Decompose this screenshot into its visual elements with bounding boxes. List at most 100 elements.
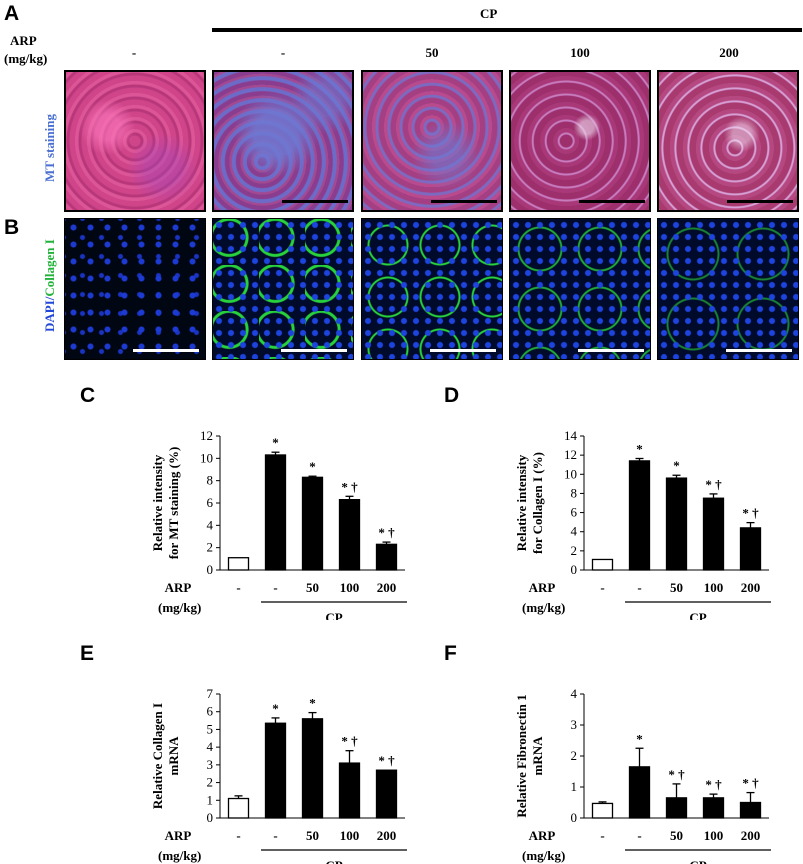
bar [227, 797, 250, 819]
x-tick-label: 50 [306, 828, 319, 843]
panel-letter-f: F [444, 642, 457, 665]
x-tick-label: - [637, 828, 641, 843]
y-tick-label: 1 [207, 792, 214, 807]
chart-c: 0 2 4 6 8 10 12 Relative intensity for MT staini… [150, 428, 407, 620]
bar [702, 797, 725, 819]
y-axis-label: Relative intensity [514, 454, 529, 551]
x-tick-label: - [236, 580, 240, 595]
significance-mark: * † [705, 477, 722, 492]
unit-label: (mg/kg) [522, 848, 565, 863]
panel-letter-e: E [80, 642, 95, 665]
mt-image-cp-arp200 [657, 70, 799, 212]
significance-mark: * [272, 435, 279, 450]
significance-mark: * [272, 701, 279, 716]
chart-f: 0 1 2 3 4 Relative Fibronectin 1 mRNA - * - * † 50 *… [514, 686, 771, 864]
mt-image-cp-arp50 [361, 70, 503, 212]
mt-image-cp [212, 70, 354, 212]
x-tick-label: 200 [741, 828, 761, 843]
y-tick-label: 2 [571, 543, 578, 558]
mt-staining-row-label: MT staining [42, 113, 57, 182]
bar [227, 557, 250, 571]
y-tick-label: 1 [571, 779, 578, 794]
collagen-image-cp-arp200 [657, 218, 799, 360]
y-tick-label: 0 [207, 562, 214, 577]
dose-header-1: - [280, 45, 286, 60]
unit-label-top: (mg/kg) [4, 51, 48, 66]
arp-label: ARP [529, 580, 556, 595]
collagen-label: Collagen I [42, 239, 57, 297]
arp-label: ARP [165, 828, 192, 843]
y-tick-label: 12 [564, 447, 577, 462]
cp-group-label: CP [325, 858, 342, 864]
bar [264, 454, 287, 571]
significance-mark: * † [742, 776, 759, 791]
y-tick-label: 4 [207, 517, 214, 532]
y-tick-label: 3 [207, 757, 214, 772]
bar [739, 801, 762, 819]
x-tick-label: - [273, 828, 277, 843]
mt-image-control [64, 70, 206, 212]
bar [591, 558, 614, 571]
bar [665, 477, 688, 571]
collagen-image-cp [212, 218, 354, 360]
y-tick-label: 4 [571, 686, 578, 701]
significance-mark: * † [378, 753, 395, 768]
significance-mark: * [309, 459, 316, 474]
y-axis-label: for Collagen I (%) [530, 452, 545, 554]
significance-mark: * [636, 731, 643, 746]
cp-group-label: CP [689, 610, 706, 620]
significance-mark: * † [742, 506, 759, 521]
bar [338, 499, 361, 571]
chart-d: 0 2 4 6 8 10 12 14 Relative intensity for Collage… [514, 428, 771, 620]
dapi-label: DAPI [42, 300, 57, 332]
y-axis-label: mRNA [530, 736, 545, 776]
unit-label: (mg/kg) [158, 848, 201, 863]
y-tick-label: 6 [207, 704, 214, 719]
scale-bar [726, 349, 792, 352]
x-tick-label: 100 [340, 580, 360, 595]
collagen-image-cp-arp50 [361, 218, 503, 360]
y-axis-label: Relative intensity [150, 454, 165, 551]
scale-bar [578, 349, 644, 352]
bar [628, 766, 651, 819]
dapi-collagen-row-label: DAPI/Collagen I [42, 239, 58, 332]
y-axis-label: mRNA [166, 736, 181, 776]
x-tick-label: 50 [670, 828, 683, 843]
bar [375, 543, 398, 571]
x-tick-label: - [236, 828, 240, 843]
y-tick-label: 10 [564, 466, 577, 481]
bar [702, 497, 725, 571]
x-tick-label: 50 [306, 580, 319, 595]
x-tick-label: - [600, 828, 604, 843]
x-tick-label: 100 [340, 828, 360, 843]
significance-mark: * † [378, 525, 395, 540]
y-tick-label: 2 [571, 748, 578, 763]
significance-mark: * [673, 458, 680, 473]
x-tick-label: 200 [377, 828, 397, 843]
scale-bar [579, 200, 645, 203]
bar [591, 802, 614, 819]
cp-group-label: CP [325, 610, 342, 620]
y-tick-label: 7 [207, 686, 214, 701]
significance-mark: * [309, 696, 316, 711]
scale-bar [133, 349, 199, 352]
x-tick-label: 100 [704, 828, 724, 843]
y-tick-label: 4 [207, 739, 214, 754]
scale-bar [431, 200, 497, 203]
bar [264, 722, 287, 819]
panel-letter-d: D [444, 384, 460, 407]
x-tick-label: - [273, 580, 277, 595]
y-axis-label: Relative Fibronectin 1 [514, 694, 529, 817]
cp-group-line-top [212, 28, 802, 32]
y-tick-label: 3 [571, 717, 578, 732]
arp-label: ARP [529, 828, 556, 843]
mt-image-cp-arp100 [509, 70, 651, 212]
dose-header-4: 200 [719, 45, 739, 60]
unit-label: (mg/kg) [158, 600, 201, 615]
y-tick-label: 10 [200, 450, 213, 465]
y-tick-label: 8 [571, 485, 578, 500]
x-tick-label: 200 [377, 580, 397, 595]
cp-group-label-top: CP [480, 6, 498, 21]
y-tick-label: 6 [207, 495, 214, 510]
